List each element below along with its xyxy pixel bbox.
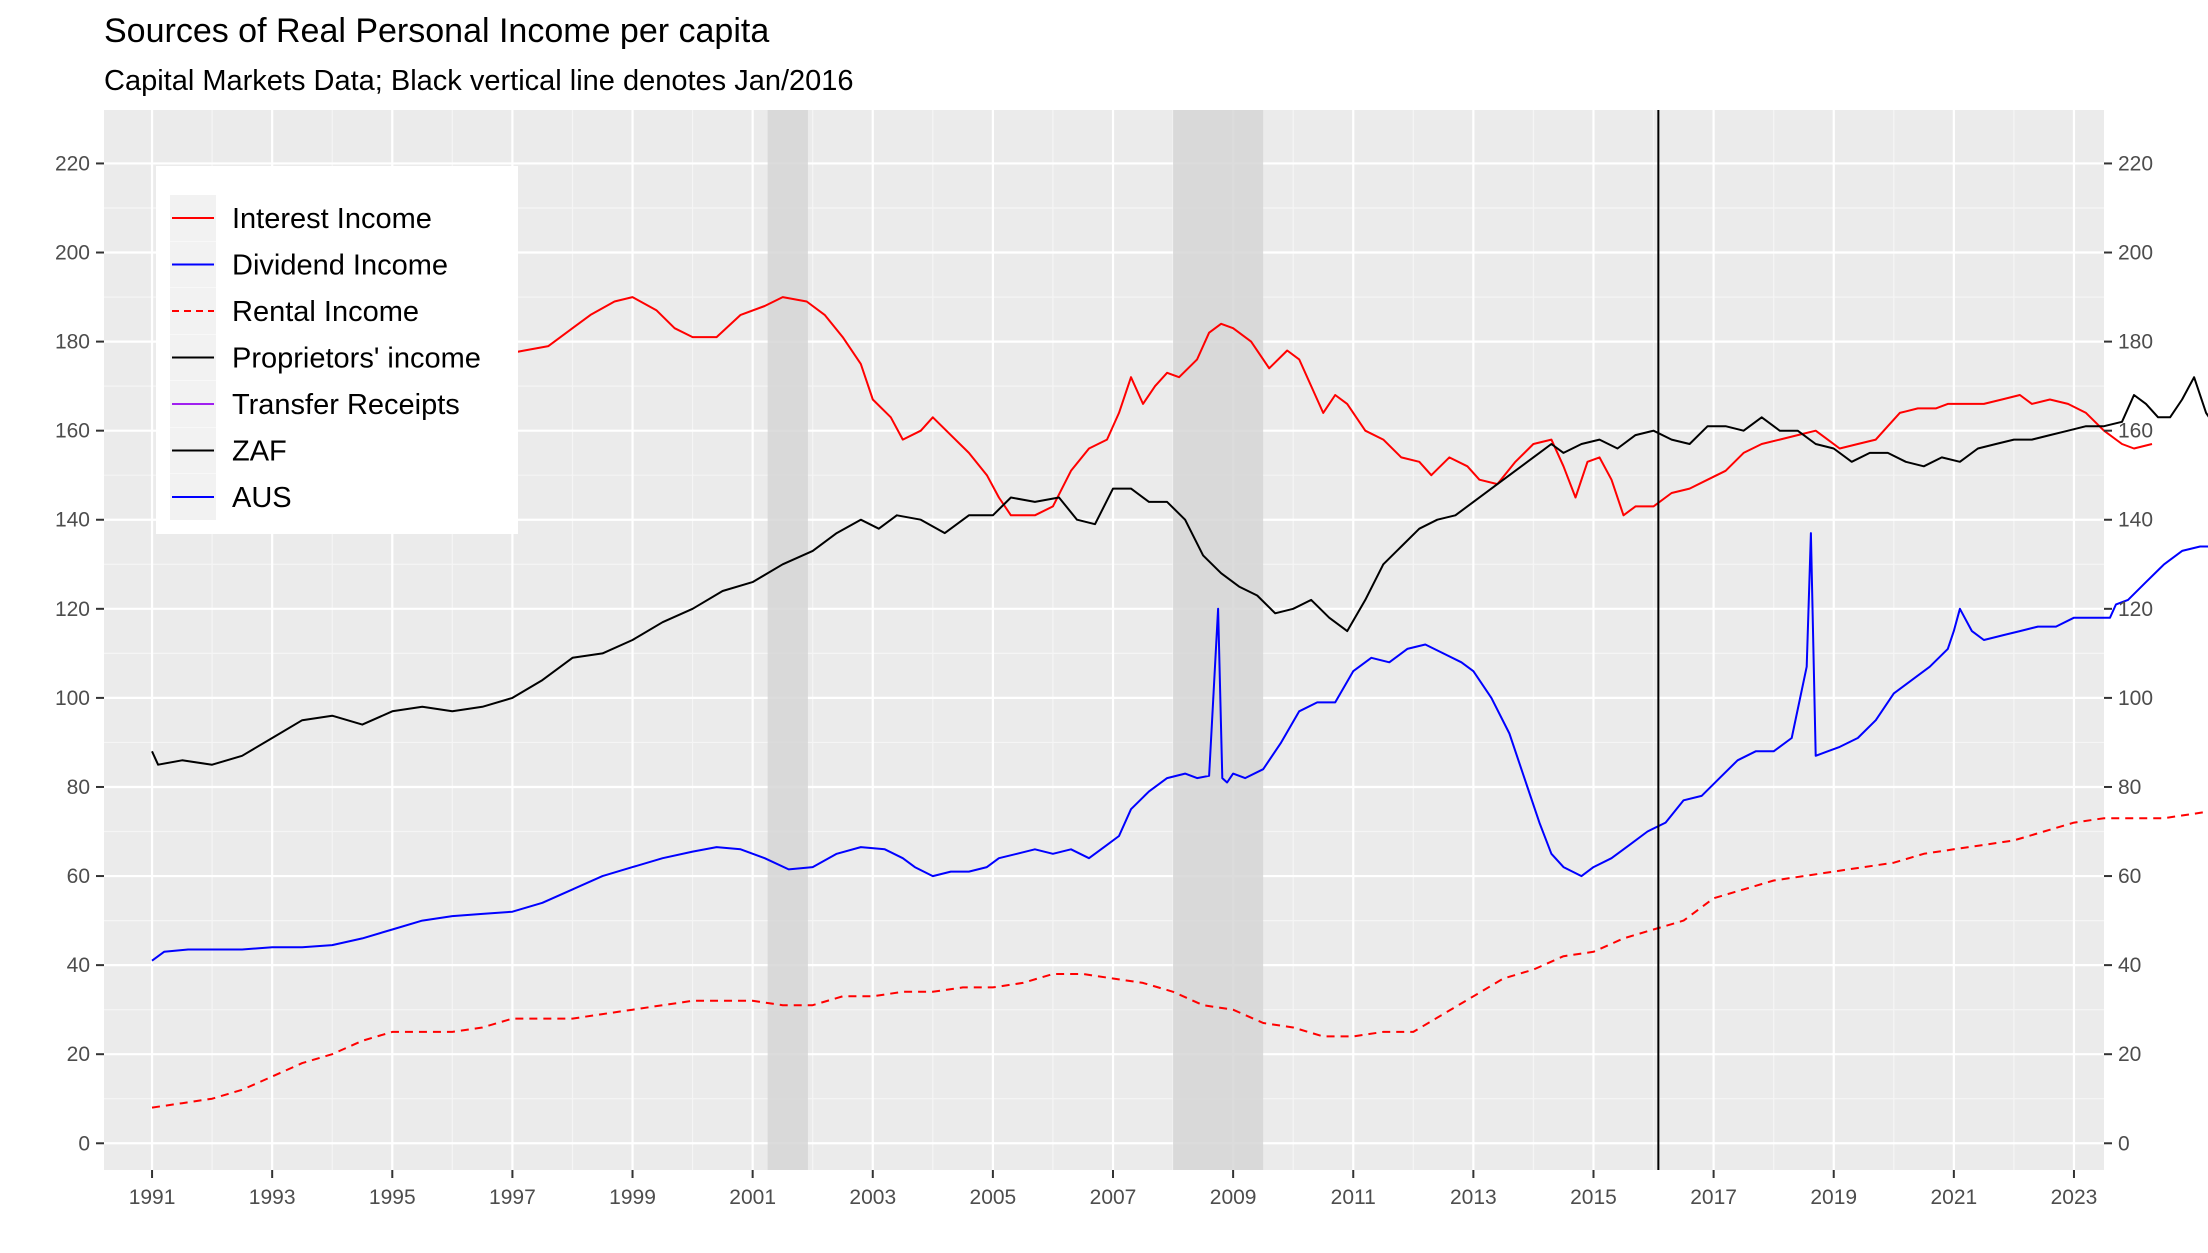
y-tick-label-right: 100 [2118, 687, 2153, 710]
x-tick-label: 1991 [129, 1186, 176, 1209]
x-tick-label: 2023 [2051, 1186, 2098, 1209]
recession-band [767, 110, 808, 1170]
series-line-rental-income [151, 810, 2208, 1109]
series-line-dividend-income [151, 532, 2208, 962]
chart-subtitle: Capital Markets Data; Black vertical lin… [104, 65, 854, 97]
y-tick-label-right: 160 [2118, 420, 2153, 443]
y-tick-label-left: 100 [55, 687, 90, 710]
x-tick-label: 1993 [249, 1186, 296, 1209]
x-tick-label: 2017 [1690, 1186, 1737, 1209]
series-line-interest-income [476, 296, 2153, 517]
grid-layer [104, 110, 2104, 1170]
series-line-proprietors-income [151, 376, 2208, 766]
x-tick-label: 2001 [729, 1186, 776, 1209]
y-tick-label-left: 200 [55, 242, 90, 265]
x-tick-label: 2007 [1090, 1186, 1137, 1209]
y-tick-label-right: 120 [2118, 598, 2153, 621]
y-tick-label-right: 0 [2118, 1132, 2130, 1155]
legend-label: ZAF [232, 436, 287, 468]
y-tick-label-left: 220 [55, 152, 90, 175]
y-tick-label-left: 40 [67, 954, 90, 977]
y-tick-label-left: 80 [67, 776, 90, 799]
y-tick-label-right: 20 [2118, 1043, 2141, 1066]
y-tick-label-left: 180 [55, 331, 90, 354]
legend-label: Rental Income [232, 296, 419, 328]
y-tick-label-right: 40 [2118, 954, 2141, 977]
x-tick-label: 1997 [489, 1186, 536, 1209]
y-tick-label-left: 0 [78, 1132, 90, 1155]
x-tick-label: 2019 [1810, 1186, 1857, 1209]
y-tick-label-left: 20 [67, 1043, 90, 1066]
y-tick-label-right: 80 [2118, 776, 2141, 799]
x-tick-label: 1999 [609, 1186, 656, 1209]
x-tick-label: 2011 [1331, 1186, 1376, 1209]
legend-box [156, 166, 518, 534]
legend-label: Transfer Receipts [232, 389, 460, 421]
legend: Interest Income Dividend Income Rental Inc… [156, 166, 518, 534]
series-layer [151, 296, 2208, 1109]
x-tick-label: 2015 [1570, 1186, 1617, 1209]
y-tick-label-right: 140 [2118, 509, 2153, 532]
chart-title: Sources of Real Personal Income per capi… [104, 12, 769, 50]
y-tick-label-left: 140 [55, 509, 90, 532]
y-tick-label-left: 60 [67, 865, 90, 888]
y-tick-label-right: 220 [2118, 152, 2153, 175]
legend-label: AUS [232, 482, 292, 514]
legend-label: Interest Income [232, 203, 432, 235]
y-tick-label-right: 180 [2118, 331, 2153, 354]
legend-label: Proprietors' income [232, 343, 481, 375]
x-tick-label: 2003 [849, 1186, 896, 1209]
y-tick-label-right: 60 [2118, 865, 2141, 888]
y-tick-label-left: 160 [55, 420, 90, 443]
x-tick-label: 2021 [1930, 1186, 1977, 1209]
axis-layer: 0 0 20 20 40 40 60 60 80 80 100 100 120 120 140 140 160 1… [55, 152, 2153, 1209]
x-tick-label: 2009 [1210, 1186, 1257, 1209]
x-tick-label: 1995 [369, 1186, 416, 1209]
legend-label: Dividend Income [232, 250, 448, 282]
y-tick-label-left: 120 [55, 598, 90, 621]
x-tick-label: 2013 [1450, 1186, 1497, 1209]
y-tick-label-right: 200 [2118, 242, 2153, 265]
x-tick-label: 2005 [970, 1186, 1017, 1209]
